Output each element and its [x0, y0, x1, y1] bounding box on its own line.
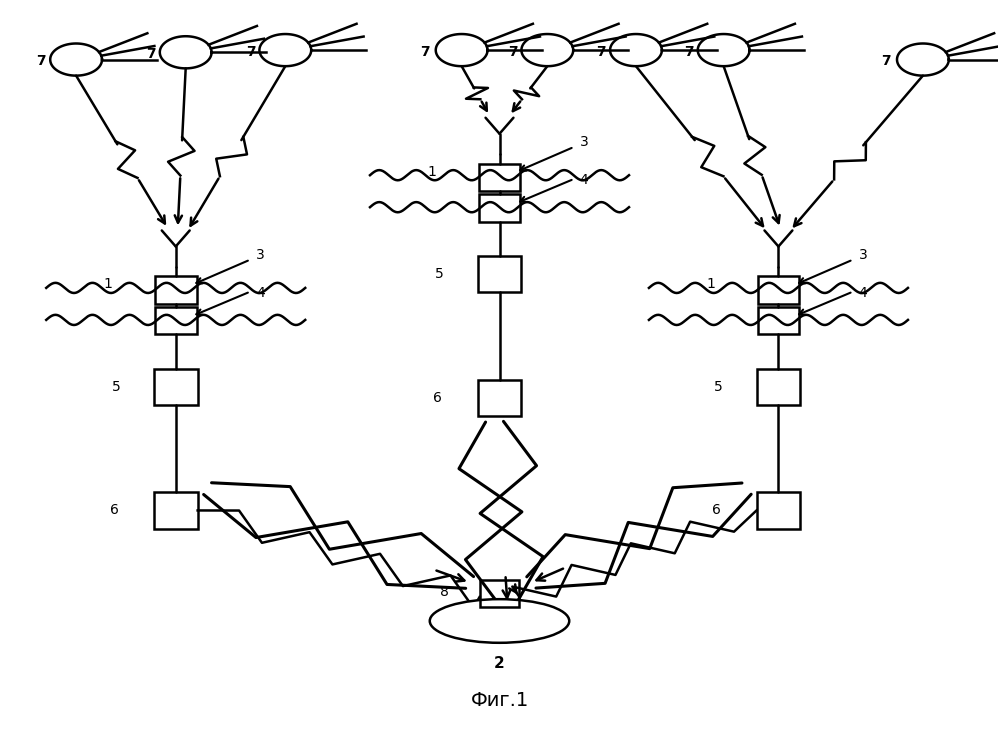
Bar [154, 492, 198, 529]
Text: 7: 7 [146, 47, 156, 61]
Ellipse shape [430, 599, 569, 643]
Text: 3: 3 [579, 136, 588, 150]
Bar [757, 307, 799, 334]
Text: 7: 7 [507, 45, 517, 58]
Text: 6: 6 [712, 504, 721, 518]
Text: 5: 5 [112, 380, 120, 393]
Bar [756, 492, 800, 529]
Text: 8: 8 [441, 585, 450, 599]
Text: 1: 1 [104, 277, 113, 291]
Text: 6: 6 [434, 391, 443, 404]
Text: 7: 7 [596, 45, 606, 58]
Bar [478, 380, 521, 416]
Bar [480, 580, 519, 607]
Bar [479, 194, 520, 222]
Bar [155, 276, 197, 304]
Text: 7: 7 [420, 45, 430, 58]
Bar [154, 369, 198, 405]
Text: 7: 7 [36, 54, 46, 68]
Bar [756, 369, 800, 405]
Text: 6: 6 [110, 504, 119, 518]
Text: 3: 3 [256, 248, 265, 262]
Text: 1: 1 [706, 277, 715, 291]
Text: 3: 3 [859, 248, 867, 262]
Text: 4: 4 [256, 286, 265, 300]
Bar [757, 276, 799, 304]
Text: 4: 4 [859, 286, 867, 300]
Text: Фиг.1: Фиг.1 [471, 691, 528, 710]
Text: 7: 7 [246, 45, 256, 58]
Text: 5: 5 [714, 380, 723, 393]
Text: 2: 2 [495, 656, 504, 671]
Text: 7: 7 [881, 54, 891, 68]
Bar [479, 164, 520, 191]
Text: 4: 4 [579, 173, 588, 188]
Text: 1: 1 [428, 164, 437, 179]
Bar [478, 256, 521, 292]
Bar [155, 307, 197, 334]
Text: 5: 5 [436, 267, 445, 281]
Text: 7: 7 [684, 45, 693, 58]
